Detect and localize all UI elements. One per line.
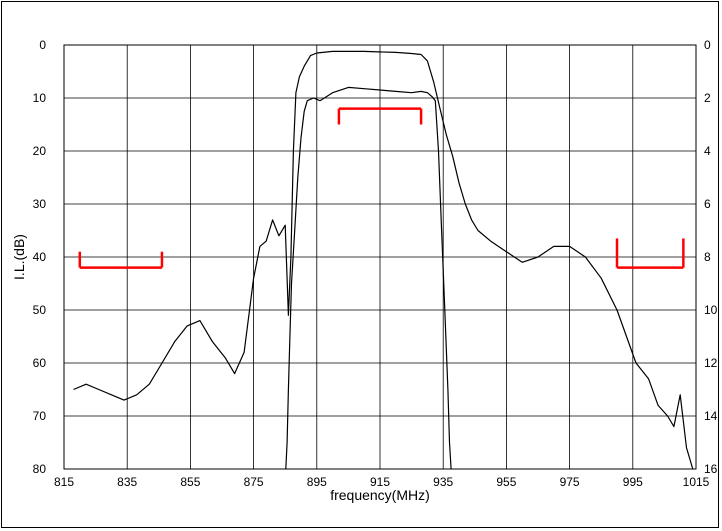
x-axis-label: frequency(MHz) <box>330 487 430 503</box>
x-tick-label: 915 <box>370 475 390 489</box>
y-left-tick-label: 0 <box>39 38 46 52</box>
y-left-tick-label: 80 <box>33 462 47 476</box>
x-tick-label: 835 <box>117 475 137 489</box>
y-left-tick-label: 60 <box>33 356 47 370</box>
x-tick-label: 955 <box>496 475 516 489</box>
y-right-tick-label: 14 <box>704 409 718 423</box>
y-left-tick-label: 50 <box>33 303 47 317</box>
y-axis-label: I.L.(dB) <box>11 234 27 280</box>
x-tick-label: 995 <box>623 475 643 489</box>
x-tick-label: 1015 <box>683 475 710 489</box>
y-left-tick-label: 20 <box>33 144 47 158</box>
y-left-tick-label: 30 <box>33 197 47 211</box>
y-right-tick-label: 10 <box>704 303 718 317</box>
spec-brackets <box>78 107 685 269</box>
y-left-tick-label: 70 <box>33 409 47 423</box>
y-left-tick-label: 40 <box>33 250 47 264</box>
x-tick-label: 855 <box>180 475 200 489</box>
plot-area-border <box>63 44 697 470</box>
tick-labels: 815 835 855 875 895 915 935 955 975 995 1015010203… <box>33 38 718 489</box>
x-tick-label: 975 <box>560 475 580 489</box>
x-tick-label: 935 <box>433 475 453 489</box>
x-tick-label: 895 <box>307 475 327 489</box>
y-right-tick-label: 6 <box>704 197 711 211</box>
y-right-tick-label: 16 <box>704 462 718 476</box>
y-left-tick-label: 10 <box>33 91 47 105</box>
spec-bracket-3 <box>615 238 685 269</box>
y-right-tick-label: 4 <box>704 144 711 158</box>
x-tick-label: 875 <box>244 475 264 489</box>
series-lines <box>73 50 694 470</box>
y-right-tick-label: 2 <box>704 91 711 105</box>
spec-bracket-1 <box>78 251 164 269</box>
y-right-tick-label: 0 <box>704 38 711 52</box>
y-right-tick-label: 8 <box>704 250 711 264</box>
series-line-2 <box>285 86 452 470</box>
x-tick-label: 815 <box>54 475 74 489</box>
spec-bracket-2 <box>337 107 423 125</box>
y-right-tick-label: 12 <box>704 356 718 370</box>
series-line-1 <box>73 50 694 470</box>
